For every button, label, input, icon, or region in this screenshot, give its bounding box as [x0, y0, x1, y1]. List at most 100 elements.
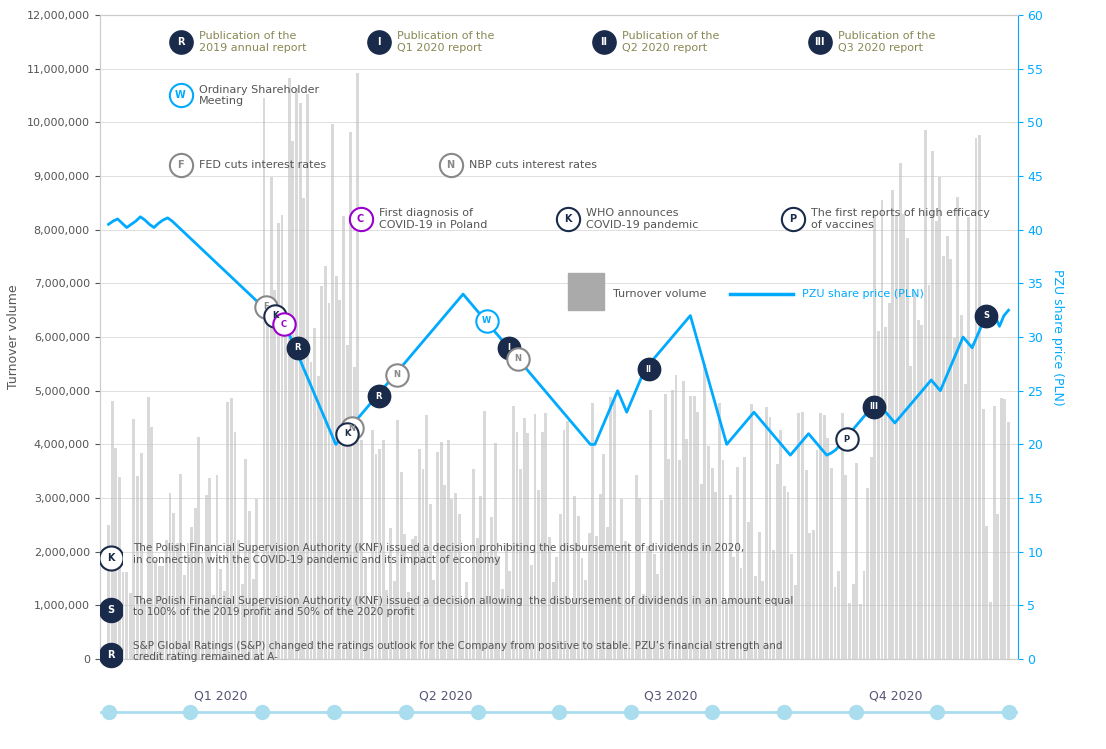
- Bar: [107, 525, 109, 659]
- Bar: [418, 449, 420, 659]
- Bar: [465, 582, 468, 659]
- Text: Q1 2020: Q1 2020: [195, 689, 248, 703]
- Point: [102, 604, 119, 616]
- Text: F: F: [263, 303, 269, 312]
- Bar: [931, 151, 935, 659]
- Point: [258, 301, 275, 313]
- Bar: [808, 533, 811, 659]
- Bar: [1000, 398, 1003, 659]
- Text: P: P: [844, 434, 849, 443]
- Bar: [783, 486, 786, 659]
- Bar: [584, 580, 587, 659]
- Bar: [327, 303, 331, 659]
- Bar: [726, 602, 728, 659]
- Bar: [1008, 422, 1010, 659]
- Bar: [429, 504, 431, 659]
- Bar: [349, 133, 352, 659]
- Bar: [201, 562, 204, 659]
- Bar: [895, 216, 898, 659]
- Point: [267, 309, 284, 321]
- Text: III: III: [814, 37, 825, 47]
- Bar: [598, 494, 602, 659]
- Bar: [707, 446, 710, 659]
- Bar: [747, 522, 750, 659]
- Point: [639, 363, 657, 375]
- Bar: [820, 413, 822, 659]
- Text: R: R: [177, 37, 185, 47]
- Bar: [664, 394, 667, 659]
- Text: Turnover volume: Turnover volume: [613, 289, 706, 299]
- Bar: [646, 545, 648, 659]
- Bar: [139, 453, 143, 659]
- Bar: [617, 551, 619, 659]
- Bar: [284, 331, 288, 659]
- Text: S&P Global Ratings (S&P) changed the ratings outlook for the Company from positi: S&P Global Ratings (S&P) changed the rat…: [133, 641, 782, 662]
- Bar: [342, 216, 345, 659]
- Bar: [660, 500, 662, 659]
- Bar: [627, 545, 630, 659]
- Bar: [845, 475, 847, 659]
- Bar: [754, 576, 757, 659]
- Bar: [566, 421, 568, 659]
- Bar: [963, 384, 967, 659]
- Bar: [544, 413, 547, 659]
- Bar: [703, 363, 707, 659]
- Bar: [538, 490, 540, 659]
- Bar: [567, 273, 604, 310]
- Bar: [949, 258, 952, 659]
- Bar: [632, 598, 634, 659]
- Bar: [335, 276, 337, 659]
- Y-axis label: PZU share price (PLN): PZU share price (PLN): [1051, 269, 1064, 405]
- Text: WHO announces
COVID-19 pandemic: WHO announces COVID-19 pandemic: [585, 208, 698, 230]
- Bar: [396, 420, 399, 659]
- Bar: [1003, 398, 1006, 659]
- Bar: [267, 307, 269, 659]
- Bar: [678, 460, 681, 659]
- Bar: [382, 440, 385, 659]
- Point: [388, 369, 406, 380]
- Bar: [552, 582, 554, 659]
- Bar: [638, 497, 641, 659]
- Bar: [512, 406, 514, 659]
- Text: S: S: [983, 311, 989, 320]
- Bar: [479, 497, 482, 659]
- Bar: [476, 538, 479, 659]
- Text: C: C: [281, 320, 288, 329]
- Bar: [751, 404, 753, 659]
- Bar: [775, 464, 779, 659]
- Bar: [729, 496, 732, 659]
- Text: R: R: [375, 392, 382, 401]
- Point: [837, 433, 855, 445]
- Bar: [812, 530, 815, 659]
- Bar: [122, 572, 125, 659]
- Text: The Polish Financial Supervision Authority (KNF) issued a decision prohibiting t: The Polish Financial Supervision Authori…: [133, 544, 744, 565]
- Text: First diagnosis of
COVID-19 in Poland: First diagnosis of COVID-19 in Poland: [378, 208, 487, 230]
- Bar: [385, 589, 388, 659]
- Bar: [592, 403, 594, 659]
- Point: [811, 36, 828, 48]
- Bar: [982, 409, 984, 659]
- Bar: [509, 571, 511, 659]
- Bar: [292, 141, 294, 659]
- Bar: [692, 396, 696, 659]
- Bar: [504, 543, 508, 659]
- Bar: [526, 433, 530, 659]
- Point: [102, 649, 119, 661]
- Bar: [168, 493, 171, 659]
- Bar: [603, 455, 605, 659]
- Bar: [523, 419, 525, 659]
- Bar: [346, 345, 348, 659]
- Text: Q3 2020: Q3 2020: [645, 689, 698, 703]
- Text: PZU share price (PLN): PZU share price (PLN): [802, 289, 924, 299]
- Bar: [306, 94, 309, 659]
- Text: R: R: [294, 343, 301, 352]
- Bar: [815, 449, 818, 659]
- Bar: [324, 266, 327, 659]
- Point: [171, 160, 189, 172]
- Bar: [295, 88, 298, 659]
- Bar: [899, 163, 901, 659]
- Bar: [444, 485, 446, 659]
- Bar: [208, 479, 211, 659]
- Bar: [187, 543, 189, 659]
- Bar: [147, 397, 149, 659]
